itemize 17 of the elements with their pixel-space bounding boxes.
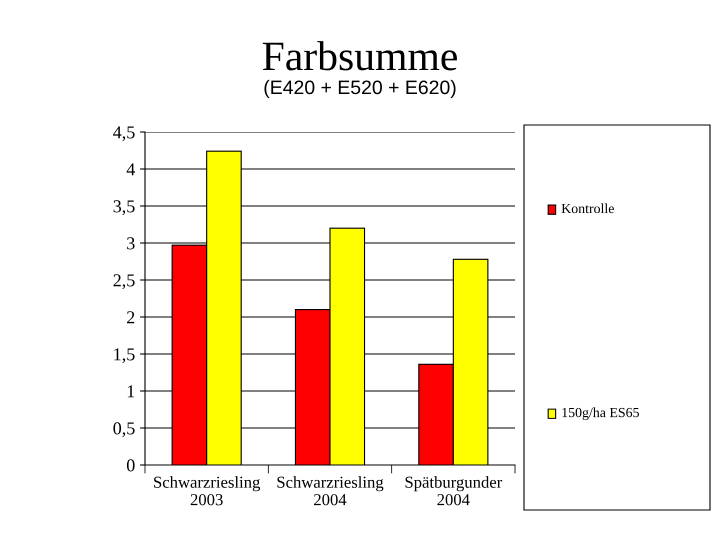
y-tick-label: 1,5 (114, 348, 135, 364)
y-tick-label: 0 (126, 459, 135, 472)
y-tick-label: 1 (128, 385, 134, 398)
x-tick-label: Schwarzriesling 2004 (277, 476, 384, 506)
y-tick-label: 4 (126, 163, 135, 176)
y-tick-label: 0,5 (113, 422, 135, 438)
y-tick-label: 4,5 (113, 126, 135, 142)
y-tick-label: 2,5 (114, 274, 135, 290)
chart-subtitle: (E420 + E520 + E620) (264, 80, 456, 98)
legend-label: Kontrolle (562, 203, 614, 214)
y-tick-label: 2 (127, 311, 134, 324)
x-tick-label: Spätburgunder 2004 (406, 476, 502, 506)
y-tick-label: 3 (127, 237, 135, 250)
x-tick-label: Schwarzriesling 2003 (154, 476, 260, 506)
y-tick-label: 3,5 (114, 200, 135, 216)
legend-label: 150g/ha ES65 (562, 407, 639, 420)
chart-title: Farbsumme (262, 41, 457, 70)
